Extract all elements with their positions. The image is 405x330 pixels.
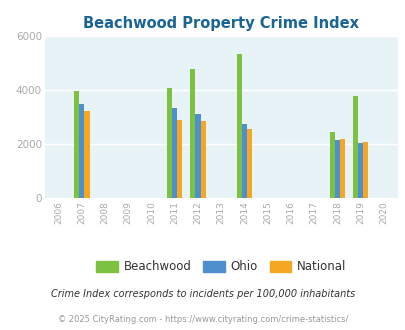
Bar — [362, 142, 367, 198]
Legend: Beachwood, Ohio, National: Beachwood, Ohio, National — [92, 256, 350, 278]
Title: Beachwood Property Crime Index: Beachwood Property Crime Index — [83, 16, 358, 31]
Bar — [329, 132, 334, 198]
Bar — [177, 120, 182, 198]
Bar — [190, 69, 195, 198]
Bar — [200, 121, 205, 198]
Bar — [79, 105, 84, 198]
Bar — [84, 111, 89, 198]
Bar — [195, 114, 200, 198]
Text: © 2025 CityRating.com - https://www.cityrating.com/crime-statistics/: © 2025 CityRating.com - https://www.city… — [58, 315, 347, 324]
Bar — [167, 87, 172, 198]
Bar — [339, 139, 344, 198]
Bar — [334, 140, 339, 198]
Bar — [172, 108, 177, 198]
Bar — [357, 143, 362, 198]
Bar — [74, 91, 79, 198]
Bar — [247, 129, 252, 198]
Text: Crime Index corresponds to incidents per 100,000 inhabitants: Crime Index corresponds to incidents per… — [51, 289, 354, 299]
Bar — [352, 96, 357, 198]
Bar — [236, 54, 241, 198]
Bar — [241, 124, 247, 198]
